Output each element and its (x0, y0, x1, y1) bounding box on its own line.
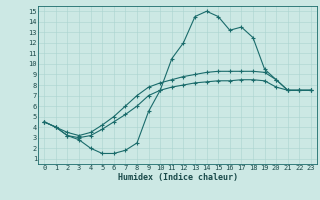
X-axis label: Humidex (Indice chaleur): Humidex (Indice chaleur) (118, 173, 238, 182)
